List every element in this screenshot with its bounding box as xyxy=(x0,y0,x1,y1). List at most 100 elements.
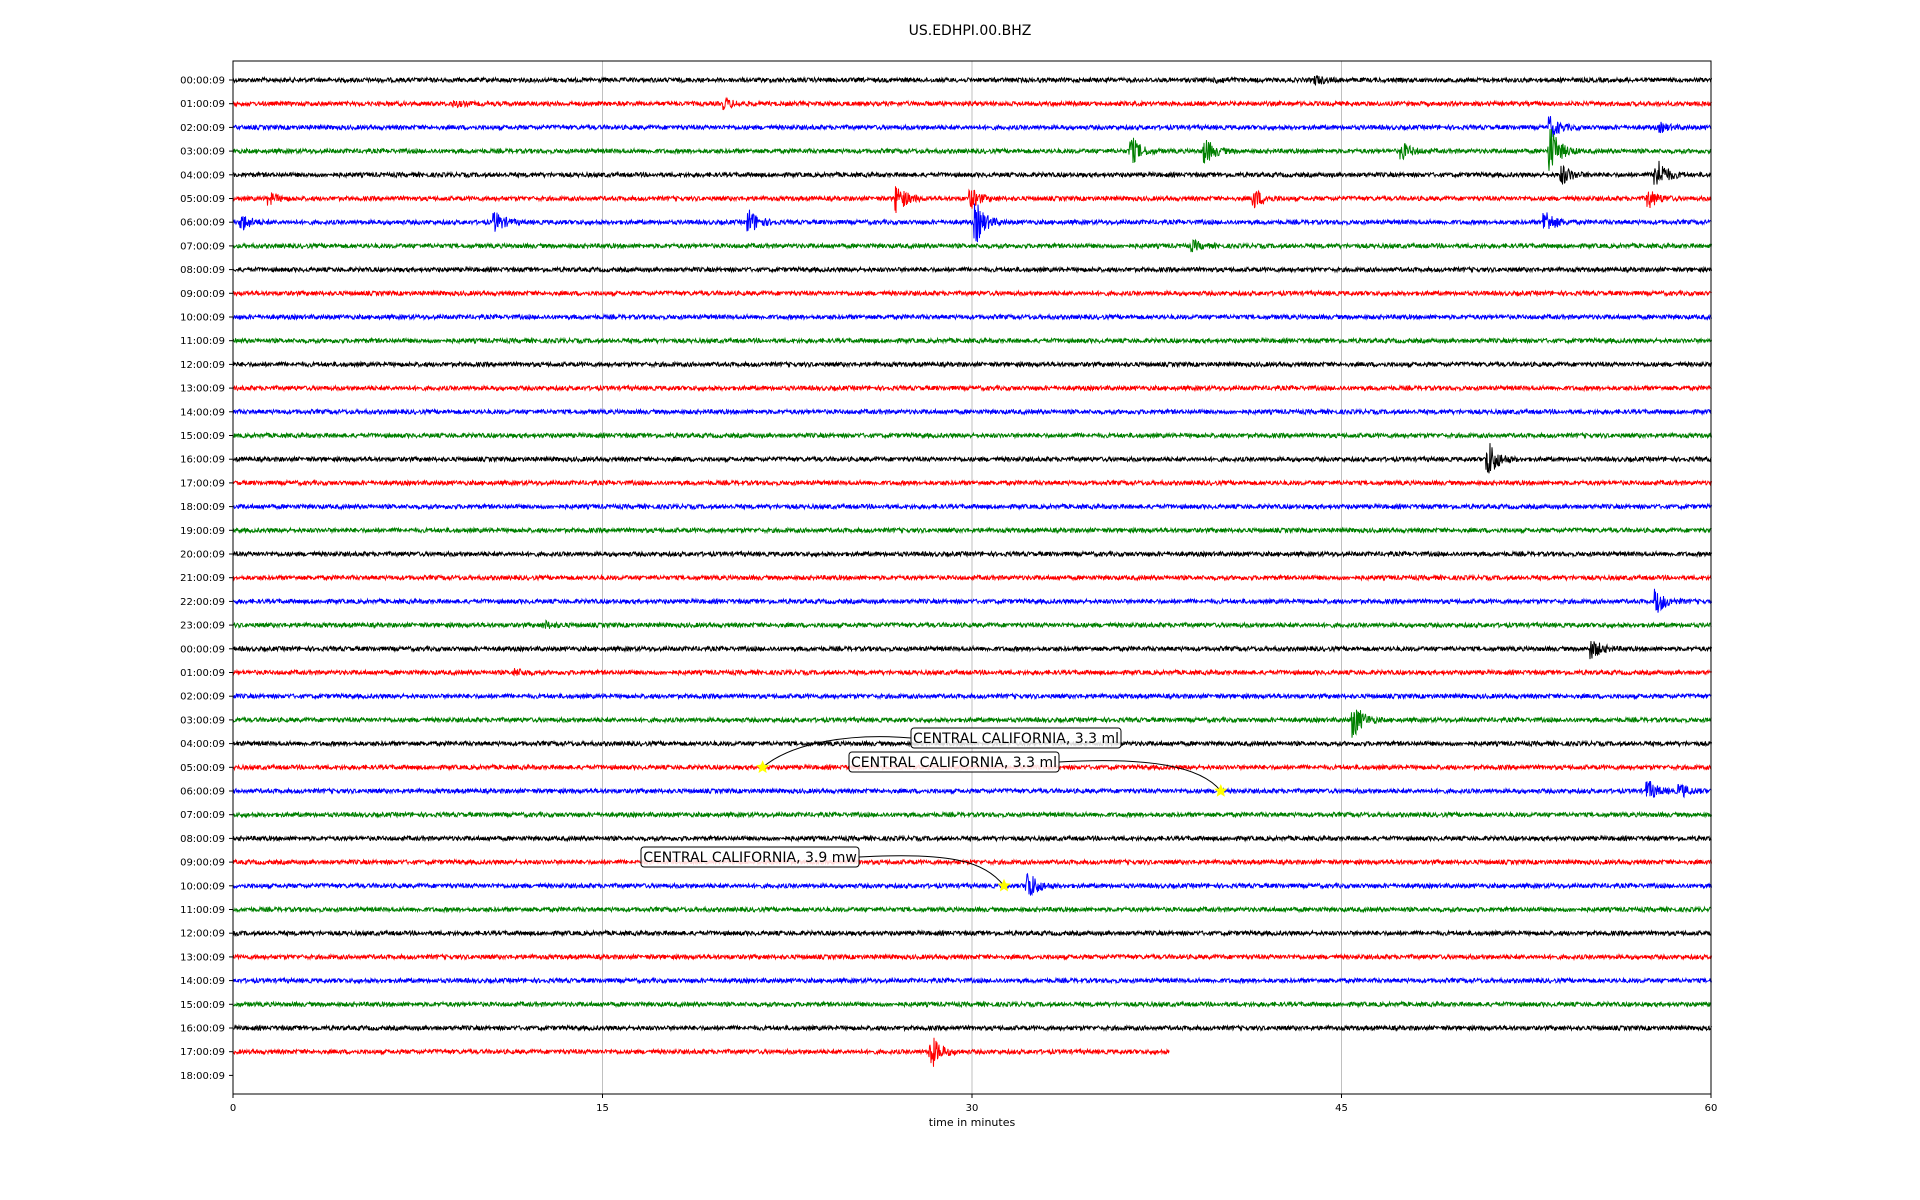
seismic-trace xyxy=(232,549,1712,559)
row-time-label: 19:00:09 xyxy=(180,526,225,537)
trace-group xyxy=(232,75,1712,1067)
seismic-trace xyxy=(232,709,1712,738)
row-time-labels: 00:00:09 01:00:09 02:00:09 03:00:09 04:00:09… xyxy=(180,76,233,1082)
seismic-trace xyxy=(232,1023,1712,1033)
event-label: CENTRAL CALIFORNIA, 3.3 ml xyxy=(913,731,1119,747)
seismic-trace xyxy=(232,116,1712,138)
row-time-label: 10:00:09 xyxy=(180,313,225,324)
row-time-label: 10:00:09 xyxy=(180,881,225,892)
x-tick-label: 60 xyxy=(1705,1103,1718,1114)
seismic-trace xyxy=(232,502,1712,511)
seismic-trace xyxy=(232,478,1712,488)
row-time-label: 14:00:09 xyxy=(180,407,225,418)
row-time-label: 13:00:09 xyxy=(180,384,225,395)
x-tick-label: 45 xyxy=(1335,1103,1348,1114)
seismic-trace xyxy=(232,431,1712,440)
row-time-label: 05:00:09 xyxy=(180,194,225,205)
row-time-label: 11:00:09 xyxy=(180,905,225,916)
seismic-trace xyxy=(232,905,1712,914)
seismic-trace xyxy=(232,289,1712,298)
row-time-label: 11:00:09 xyxy=(180,336,225,347)
row-time-label: 16:00:09 xyxy=(180,455,225,466)
event-label-box xyxy=(848,751,1060,773)
row-time-label: 20:00:09 xyxy=(180,550,225,561)
seismic-trace xyxy=(232,952,1712,962)
seismic-trace xyxy=(232,692,1712,701)
seismic-trace xyxy=(232,360,1712,369)
seismic-trace xyxy=(232,641,1712,660)
event-label: CENTRAL CALIFORNIA, 3.9 mw xyxy=(643,850,857,866)
row-time-label: 00:00:09 xyxy=(180,644,225,655)
seismic-trace xyxy=(232,238,1712,253)
seismic-trace xyxy=(232,312,1712,322)
row-time-label: 17:00:09 xyxy=(180,1047,225,1058)
row-time-label: 01:00:09 xyxy=(180,99,225,110)
row-time-label: 12:00:09 xyxy=(180,929,225,940)
seismic-trace xyxy=(232,588,1712,613)
seismic-trace xyxy=(232,75,1712,87)
seismic-trace xyxy=(232,573,1712,582)
row-time-label: 01:00:09 xyxy=(180,668,225,679)
row-time-label: 15:00:09 xyxy=(180,1000,225,1011)
seismic-trace xyxy=(232,129,1712,171)
seismic-trace xyxy=(232,810,1712,819)
seismic-trace xyxy=(232,619,1712,630)
event-label: CENTRAL CALIFORNIA, 3.3 ml xyxy=(851,755,1057,771)
row-time-label: 12:00:09 xyxy=(180,360,225,371)
seismic-trace xyxy=(232,96,1712,111)
row-time-label: 04:00:09 xyxy=(180,170,225,181)
seismic-trace xyxy=(232,872,1712,897)
event-connector xyxy=(762,736,912,768)
x-tick-label: 15 xyxy=(596,1103,609,1114)
row-time-label: 13:00:09 xyxy=(180,952,225,963)
event-star-marker xyxy=(756,760,770,773)
event-star-marker xyxy=(997,878,1011,892)
row-time-label: 18:00:09 xyxy=(180,1071,225,1082)
seismic-trace xyxy=(232,781,1712,799)
row-time-label: 17:00:09 xyxy=(180,478,225,489)
event-connector xyxy=(858,855,1005,887)
chart-title: US.EDHPI.00.BHZ xyxy=(909,23,1032,39)
seismic-trace xyxy=(232,667,1712,677)
event-star-marker xyxy=(1214,784,1228,797)
seismic-trace xyxy=(232,526,1712,535)
row-time-label: 09:00:09 xyxy=(180,858,225,869)
seismic-trace xyxy=(232,203,1712,243)
seismic-trace xyxy=(232,336,1712,345)
row-time-label: 23:00:09 xyxy=(180,621,225,632)
seismic-trace xyxy=(232,1037,1170,1067)
row-time-label: 03:00:09 xyxy=(180,715,225,726)
x-tick-label: 0 xyxy=(230,1103,236,1114)
row-time-label: 08:00:09 xyxy=(180,265,225,276)
row-time-label: 08:00:09 xyxy=(180,834,225,845)
seismic-trace xyxy=(232,186,1712,214)
row-time-label: 14:00:09 xyxy=(180,976,225,987)
x-axis-label: time in minutes xyxy=(929,1116,1016,1129)
seismic-trace xyxy=(232,265,1712,274)
event-annotations: CENTRAL CALIFORNIA, 3.3 ml CENTRAL CALIFO… xyxy=(640,727,1228,892)
row-time-label: 02:00:09 xyxy=(180,123,225,134)
row-time-label: 09:00:09 xyxy=(180,289,225,300)
row-time-label: 03:00:09 xyxy=(180,147,225,158)
event-connector xyxy=(1058,760,1222,792)
event-label-box xyxy=(640,846,860,868)
x-axis-ticks: 0 15 30 45 60 xyxy=(230,1094,1718,1114)
row-time-label: 21:00:09 xyxy=(180,573,225,584)
x-tick-label: 30 xyxy=(966,1103,979,1114)
row-time-label: 06:00:09 xyxy=(180,218,225,229)
row-time-label: 18:00:09 xyxy=(180,502,225,513)
row-time-label: 06:00:09 xyxy=(180,787,225,798)
row-time-label: 22:00:09 xyxy=(180,597,225,608)
seismic-trace xyxy=(232,1000,1712,1009)
row-time-label: 16:00:09 xyxy=(180,1024,225,1035)
seismic-trace xyxy=(232,976,1712,985)
event-label-box xyxy=(910,727,1122,749)
seismic-trace xyxy=(232,443,1712,474)
seismic-trace xyxy=(232,858,1712,867)
row-time-label: 05:00:09 xyxy=(180,763,225,774)
row-time-label: 07:00:09 xyxy=(180,241,225,252)
row-time-label: 15:00:09 xyxy=(180,431,225,442)
row-time-label: 00:00:09 xyxy=(180,76,225,87)
row-time-label: 02:00:09 xyxy=(180,692,225,703)
